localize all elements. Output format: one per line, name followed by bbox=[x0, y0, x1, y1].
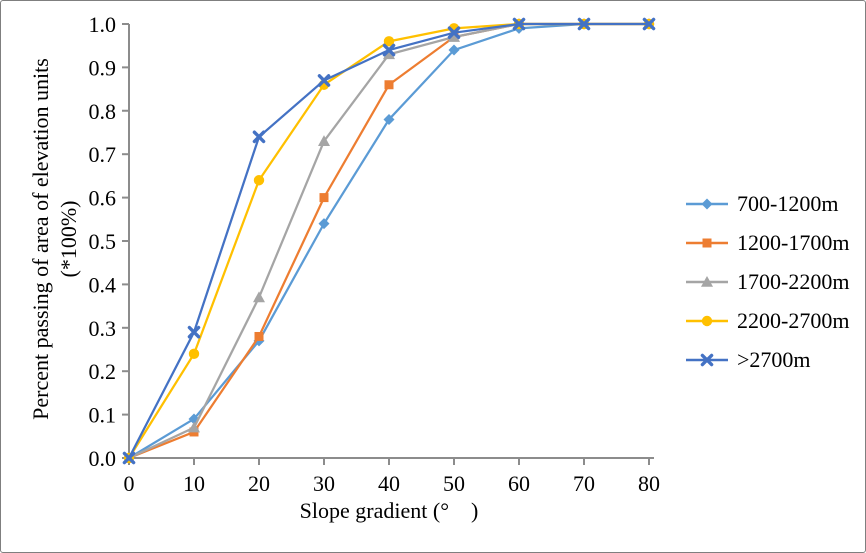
y-axis-title: Percent passing of area of elevation uni… bbox=[27, 19, 85, 459]
y-tick-label: 0.6 bbox=[89, 186, 117, 211]
y-tick-label: 0.1 bbox=[89, 403, 117, 428]
y-tick-label: 0.0 bbox=[89, 446, 117, 471]
series-2700m bbox=[122, 17, 656, 465]
x-tick-label: 60 bbox=[508, 471, 530, 496]
legend-marker-x-icon bbox=[686, 353, 728, 367]
legend-marker-triangle-icon bbox=[686, 276, 728, 287]
x-axis-title: Slope gradient (° ) bbox=[299, 498, 479, 523]
y-tick-label: 0.3 bbox=[89, 316, 117, 341]
y-axis-title-line1: Percent passing of area of elevation uni… bbox=[28, 58, 53, 420]
legend-label: 700-1200m bbox=[737, 191, 839, 216]
series-1200-1700m bbox=[124, 19, 654, 463]
x-tick-label: 30 bbox=[313, 471, 335, 496]
legend-marker-circle-icon bbox=[686, 315, 728, 327]
legend-item[interactable]: 1200-1700m bbox=[685, 230, 849, 256]
x-tick-label: 10 bbox=[183, 471, 205, 496]
legend: 700-1200m 1200-1700m 1700-2200m 2200-270… bbox=[685, 191, 849, 373]
x-tick-label: 20 bbox=[248, 471, 270, 496]
legend-item[interactable]: 1700-2200m bbox=[685, 269, 849, 295]
y-tick-label: 0.5 bbox=[89, 229, 117, 254]
legend-marker-diamond-icon bbox=[686, 198, 728, 210]
y-tick-label: 0.8 bbox=[89, 99, 117, 124]
x-tick-label: 0 bbox=[124, 471, 135, 496]
x-tick-label: 50 bbox=[443, 471, 465, 496]
legend-marker-square-icon bbox=[686, 238, 728, 248]
y-tick-label: 1.0 bbox=[89, 12, 117, 37]
legend-label: >2700m bbox=[737, 347, 811, 372]
x-tick-label: 80 bbox=[638, 471, 660, 496]
y-tick-label: 0.4 bbox=[89, 272, 117, 297]
x-tick-label: 40 bbox=[378, 471, 400, 496]
legend-item[interactable]: >2700m bbox=[685, 347, 849, 373]
legend-label: 1200-1700m bbox=[737, 230, 850, 255]
y-tick-label: 0.2 bbox=[89, 359, 117, 384]
y-axis-title-line2: (*100%) bbox=[56, 200, 81, 278]
legend-item[interactable]: 2200-2700m bbox=[685, 308, 849, 334]
x-tick-label: 70 bbox=[573, 471, 595, 496]
legend-item[interactable]: 700-1200m bbox=[685, 191, 849, 217]
y-tick-label: 0.7 bbox=[89, 142, 117, 167]
legend-label: 2200-2700m bbox=[737, 308, 850, 333]
legend-label: 1700-2200m bbox=[737, 269, 850, 294]
y-tick-label: 0.9 bbox=[89, 55, 117, 80]
